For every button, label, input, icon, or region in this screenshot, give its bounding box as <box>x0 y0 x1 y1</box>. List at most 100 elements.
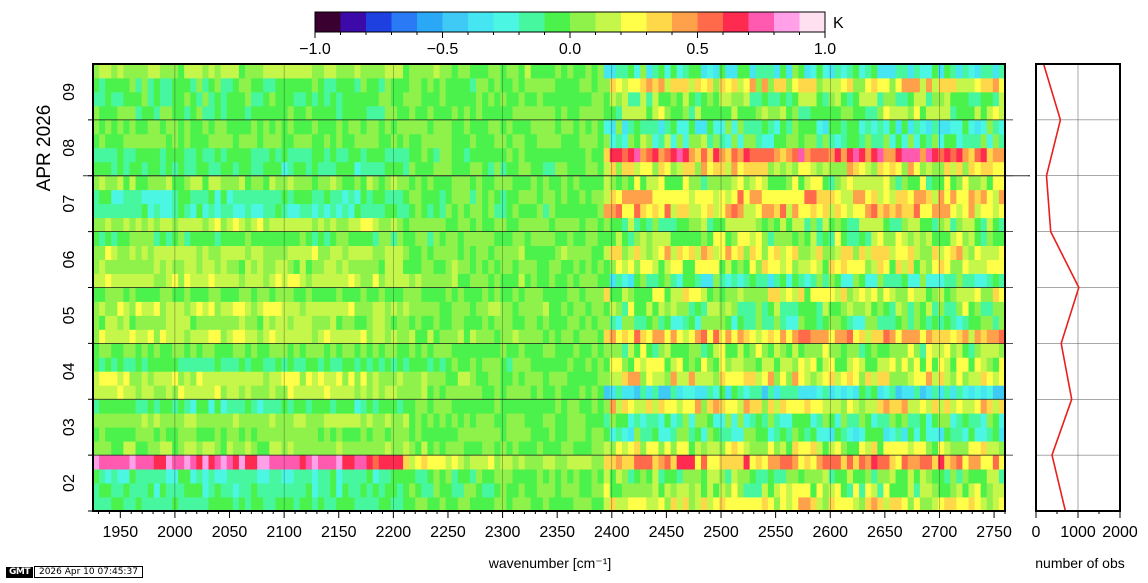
heatmap-cell <box>701 287 708 302</box>
heatmap-cell <box>621 231 629 246</box>
heatmap-cell <box>317 64 325 79</box>
heatmap-cell <box>263 217 270 233</box>
heatmap-cell <box>518 371 526 386</box>
heatmap-cell <box>701 105 708 121</box>
heatmap-cell <box>780 231 787 246</box>
heatmap-cell <box>342 231 349 246</box>
heatmap-cell <box>99 77 106 93</box>
heatmap-cell <box>135 455 143 470</box>
heatmap-cell <box>737 259 744 274</box>
heatmap-cell <box>214 231 222 246</box>
heatmap-cell <box>615 77 623 93</box>
heatmap-cell <box>925 441 933 456</box>
heatmap-cell <box>701 175 708 191</box>
heatmap-cell <box>500 315 507 330</box>
heatmap-cell <box>628 315 635 330</box>
heatmap-cell <box>956 329 963 344</box>
heatmap-cell <box>853 259 860 274</box>
heatmap-cell <box>621 413 629 428</box>
heatmap-cell <box>524 64 532 79</box>
heatmap-cell <box>384 77 392 93</box>
heatmap-cell <box>549 427 556 442</box>
heatmap-cell <box>457 287 465 302</box>
heatmap-cell <box>913 203 921 219</box>
colorbar-swatch <box>595 12 622 32</box>
heatmap-cell <box>998 469 1006 484</box>
heatmap-cell <box>992 133 1000 149</box>
heatmap-cell <box>123 189 130 205</box>
heatmap-cell <box>439 91 447 107</box>
heatmap-cell <box>190 483 197 498</box>
heatmap-cell <box>196 427 203 442</box>
heatmap-cell <box>634 483 641 498</box>
heatmap-cell <box>366 91 374 107</box>
heatmap-cell <box>634 175 641 191</box>
heatmap-cell <box>938 231 945 246</box>
colorbar-swatch <box>391 12 418 32</box>
heatmap-cell <box>828 315 836 330</box>
heatmap-cell <box>877 189 884 205</box>
heatmap-cell <box>877 64 884 79</box>
heatmap-cell <box>476 245 483 260</box>
heatmap-cell <box>226 301 234 316</box>
heatmap-cell <box>494 105 501 121</box>
heatmap-cell <box>129 399 136 414</box>
heatmap-cell <box>105 371 112 386</box>
heatmap-cell <box>463 203 471 219</box>
heatmap-cell <box>658 497 665 512</box>
heatmap-cell <box>670 245 678 260</box>
heatmap-cell <box>311 231 319 246</box>
heatmap-cell <box>427 483 434 498</box>
heatmap-cell <box>652 455 659 470</box>
heatmap-cell <box>694 175 702 191</box>
heatmap-cell <box>494 245 501 260</box>
heatmap-cell <box>938 455 945 470</box>
heatmap-cell <box>615 315 623 330</box>
heatmap-cell <box>828 343 836 358</box>
heatmap-cell <box>135 175 143 191</box>
heatmap-cell <box>469 217 477 233</box>
heatmap-cell <box>165 441 173 456</box>
heatmap-cell <box>865 64 872 79</box>
heatmap-cell <box>330 217 337 233</box>
heatmap-cell <box>925 217 933 233</box>
heatmap-cell <box>889 91 896 107</box>
heatmap-cell <box>135 371 143 386</box>
heatmap-cell <box>263 357 270 372</box>
heatmap-cell <box>220 385 228 400</box>
heatmap-cell <box>524 441 532 456</box>
heatmap-cell <box>226 413 234 428</box>
heatmap-cell <box>263 119 270 135</box>
heatmap-cell <box>907 455 915 470</box>
heatmap-cell <box>415 259 422 274</box>
heatmap-cell <box>390 329 398 344</box>
heatmap-cell <box>932 273 939 288</box>
heatmap-cell <box>117 217 124 233</box>
heatmap-cell <box>129 343 136 358</box>
heatmap-cell <box>111 161 118 177</box>
heatmap-cell <box>324 217 331 233</box>
heatmap-cell <box>111 245 118 260</box>
heatmap-cell <box>378 315 386 330</box>
heatmap-cell <box>694 399 702 414</box>
heatmap-cell <box>93 497 100 512</box>
heatmap-cell <box>257 64 264 79</box>
heatmap-cell <box>232 427 240 442</box>
heatmap-cell <box>257 189 264 205</box>
heatmap-cell <box>214 371 222 386</box>
heatmap-cell <box>263 301 270 316</box>
heatmap-cell <box>707 203 714 219</box>
heatmap-cell <box>907 413 915 428</box>
heatmap-cell <box>165 217 173 233</box>
heatmap-cell <box>421 133 428 149</box>
heatmap-cell <box>853 315 860 330</box>
heatmap-cell <box>360 385 367 400</box>
heatmap-cell <box>93 147 100 163</box>
heatmap-cell <box>165 161 173 177</box>
heatmap-cell <box>652 105 659 121</box>
heatmap-cell <box>457 455 465 470</box>
heatmap-cell <box>117 245 124 260</box>
heatmap-cell <box>208 357 215 372</box>
heatmap-cell <box>117 64 124 79</box>
heatmap-cell <box>324 231 331 246</box>
